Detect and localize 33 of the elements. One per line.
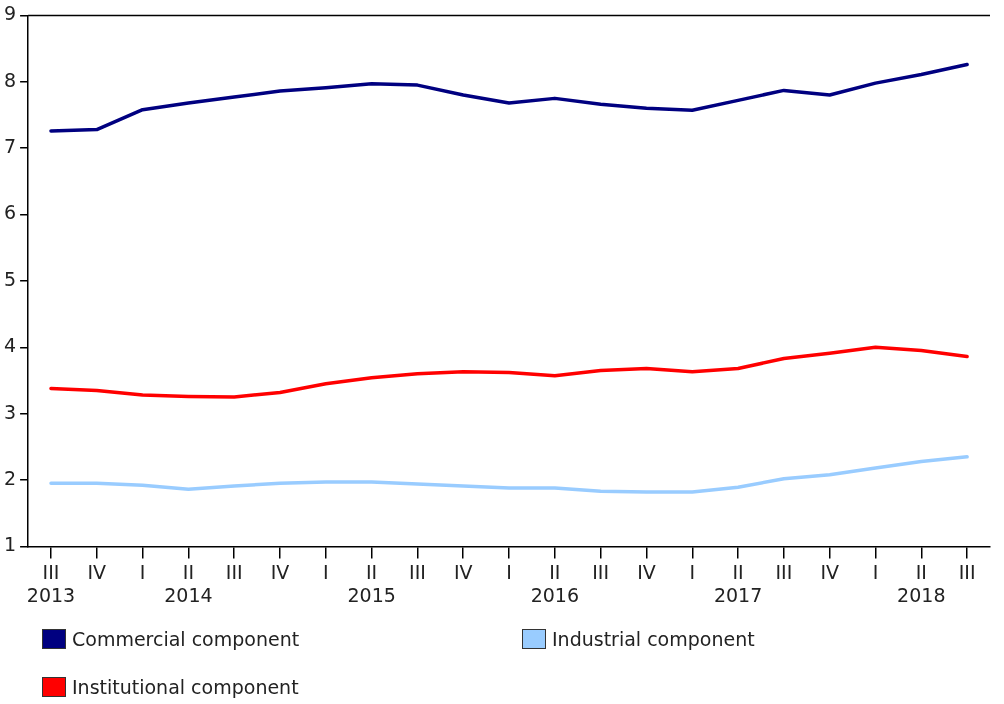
x-tick-label: II 2014 xyxy=(164,560,213,606)
x-tick-label: III xyxy=(592,560,610,583)
y-tick-label: 7 xyxy=(3,135,17,158)
x-tick-label: I xyxy=(323,560,329,583)
x-tick-label: IV xyxy=(87,560,107,583)
legend-label: Commercial component xyxy=(72,628,300,650)
y-tick-label: 3 xyxy=(3,400,17,423)
x-tick-label: II 2018 xyxy=(897,560,946,606)
x-tick-label: I xyxy=(689,560,696,583)
x-tick-label: III xyxy=(409,560,426,583)
y-tick-label: 6 xyxy=(3,201,17,224)
x-tick-label: III xyxy=(775,560,793,583)
x-tick-label: III xyxy=(958,560,976,583)
y-tick-label: 9 xyxy=(3,2,17,25)
x-tick-label: I xyxy=(506,560,512,583)
legend-label: Institutional component xyxy=(72,676,299,698)
x-tick-label: IV xyxy=(453,560,473,583)
y-tick-label: 8 xyxy=(3,68,17,91)
x-tick-label: II 2016 xyxy=(530,560,580,606)
y-tick-label: 4 xyxy=(3,334,17,357)
x-tick-label: I xyxy=(139,560,146,583)
x-tick-label: I xyxy=(872,560,879,583)
x-tick-label: III 2013 xyxy=(26,560,76,606)
x-tick-label: II 2015 xyxy=(347,560,396,606)
x-tick-label: IV xyxy=(270,560,290,583)
x-tick-label: IV xyxy=(637,560,656,583)
x-tick-label: IV xyxy=(820,560,839,583)
legend-label: Industrial component xyxy=(552,628,755,650)
x-tick-label: II 2017 xyxy=(713,560,763,606)
y-tick-label: 1 xyxy=(3,533,17,556)
y-tick-label: 5 xyxy=(3,267,17,290)
y-tick-label: 2 xyxy=(3,466,17,489)
x-tick-label: III xyxy=(225,560,243,583)
